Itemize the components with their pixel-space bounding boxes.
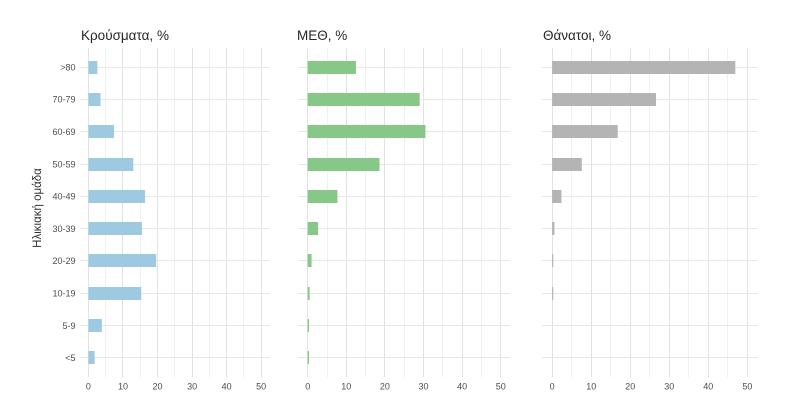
svg-text:50: 50 <box>742 381 752 391</box>
svg-text:50-59: 50-59 <box>52 159 75 169</box>
svg-text:20: 20 <box>152 381 162 391</box>
svg-text:Θάνατοι, %: Θάνατοι, % <box>543 28 611 43</box>
svg-text:40-49: 40-49 <box>52 192 75 202</box>
svg-text:30: 30 <box>418 381 428 391</box>
svg-text:40: 40 <box>222 381 232 391</box>
svg-text:20-29: 20-29 <box>52 256 75 266</box>
svg-text:10: 10 <box>341 381 351 391</box>
svg-text:30: 30 <box>187 381 197 391</box>
svg-text:70-79: 70-79 <box>52 95 75 105</box>
svg-text:>80: >80 <box>60 62 75 72</box>
svg-text:ΜΕΘ, %: ΜΕΘ, % <box>297 28 347 43</box>
svg-text:40: 40 <box>457 381 467 391</box>
svg-text:50: 50 <box>256 381 266 391</box>
svg-text:<5: <5 <box>65 353 75 363</box>
svg-text:30: 30 <box>664 381 674 391</box>
svg-text:0: 0 <box>550 381 555 391</box>
svg-text:10: 10 <box>586 381 596 391</box>
svg-text:10-19: 10-19 <box>52 289 75 299</box>
svg-text:Κρούσματα, %: Κρούσματα, % <box>81 28 169 43</box>
svg-text:0: 0 <box>305 381 310 391</box>
svg-text:5-9: 5-9 <box>62 321 75 331</box>
svg-text:20: 20 <box>625 381 635 391</box>
svg-text:50: 50 <box>496 381 506 391</box>
svg-text:60-69: 60-69 <box>52 127 75 137</box>
svg-text:0: 0 <box>86 381 91 391</box>
svg-text:10: 10 <box>118 381 128 391</box>
svg-text:20: 20 <box>380 381 390 391</box>
svg-text:30-39: 30-39 <box>52 224 75 234</box>
svg-text:Ηλικιακή ομάδα: Ηλικιακή ομάδα <box>32 168 44 248</box>
svg-text:40: 40 <box>703 381 713 391</box>
